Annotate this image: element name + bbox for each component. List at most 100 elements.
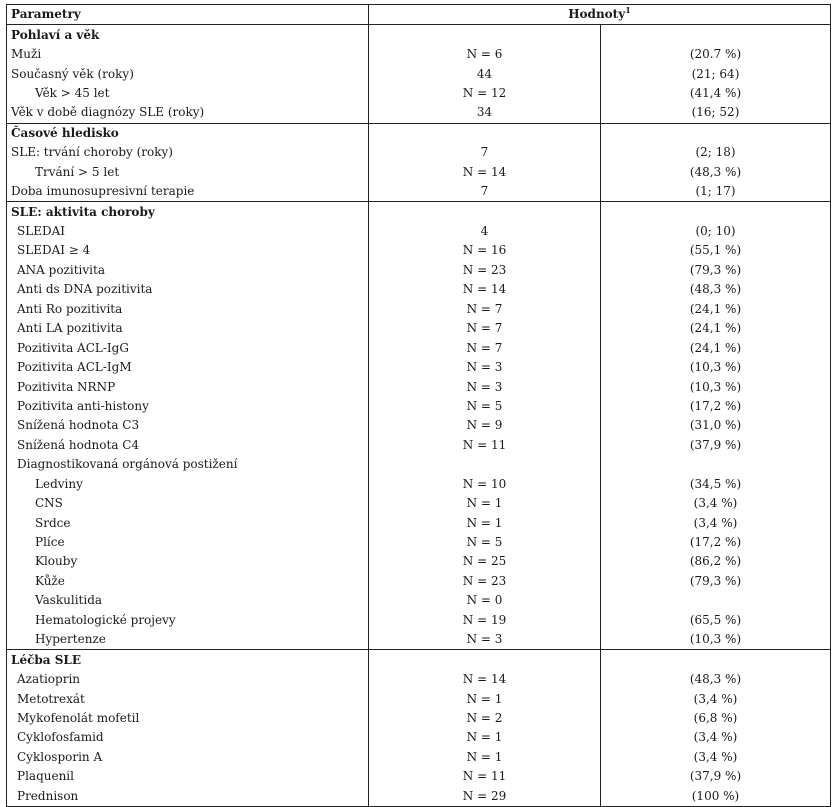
count-value: N = 29 [368, 786, 601, 807]
count-value: N = 9 [368, 416, 601, 436]
table-row: Mykofenolát mofetil N = 2 (6,8 %) [7, 708, 831, 729]
range-value: (3,4 %) [600, 493, 831, 514]
count-value: N = 12 [368, 83, 601, 104]
table-row: Pozitivita ACL-IgM N = 3 (10,3 %) [7, 357, 831, 378]
count-value [368, 122, 601, 144]
parameter-label: ANA pozitivita [17, 262, 105, 277]
count-value: N = 23 [368, 571, 601, 592]
count-value: N = 3 [368, 377, 601, 397]
parameter-label: Věk > 45 let [35, 85, 110, 100]
table-row: Vaskulitida N = 0 [7, 591, 831, 611]
range-value: (3,4 %) [600, 747, 831, 768]
count-value: N = 6 [368, 44, 601, 65]
table-row: Hypertenze N = 3 (10,3 %) [7, 630, 831, 650]
table-row: Kůže N = 23 (79,3 %) [7, 571, 831, 592]
count-value: N = 14 [368, 669, 601, 690]
range-value: (10,3 %) [600, 357, 831, 378]
parameter-label: CNS [35, 496, 63, 511]
range-value [600, 591, 831, 611]
range-value: (21; 64) [600, 64, 831, 84]
count-value: N = 11 [368, 435, 601, 456]
range-value: (0; 10) [600, 221, 831, 242]
range-value [600, 122, 831, 144]
parameter-label: Pozitivita ACL-IgG [17, 340, 129, 355]
table-row: Věk > 45 let N = 12 (41,4 %) [7, 83, 831, 104]
range-value: (3,4 %) [600, 513, 831, 533]
parameter-label: Cyklofosfamid [17, 730, 104, 745]
parameter-label: Plíce [35, 535, 65, 550]
results-table: Parametry Hodnoty1 Pohlaví a věk Muži N = … [6, 4, 831, 807]
count-value [368, 24, 601, 45]
section-row: SLE: aktivita choroby [6, 201, 831, 222]
count-value [368, 649, 601, 670]
table-row: Klouby N = 25 (86,2 %) [7, 552, 831, 572]
parameter-label: Anti ds DNA pozitivita [17, 282, 153, 297]
header-parametry: Parametry [6, 4, 369, 26]
range-value: (79,3 %) [600, 260, 831, 281]
parameter-label: Plaquenil [17, 769, 74, 784]
table-row: Ledviny N = 10 (34,5 %) [7, 474, 831, 494]
table-row: Azatioprin N = 14 (48,3 %) [7, 669, 831, 690]
count-value: N = 10 [368, 474, 601, 494]
table-row: Pozitivita NRNP N = 3 (10,3 %) [7, 377, 831, 397]
section-title: Pohlaví a věk [11, 27, 100, 42]
range-value: (3,4 %) [600, 689, 831, 709]
range-value: (24,1 %) [600, 319, 831, 339]
parameter-label: SLEDAI [17, 224, 65, 239]
range-value: (37,9 %) [600, 435, 831, 456]
count-value [368, 455, 601, 475]
range-value: (55,1 %) [600, 241, 831, 261]
table-row: Anti LA pozitivita N = 7 (24,1 %) [7, 319, 831, 339]
count-value: N = 1 [368, 747, 601, 768]
table-row: Srdce N = 1 (3,4 %) [7, 513, 831, 533]
table-row: Diagnostikovaná orgánová postižení [7, 455, 831, 475]
range-value: (24,1 %) [600, 338, 831, 358]
parameter-label: Kůže [35, 573, 65, 588]
table-header-row: Parametry Hodnoty1 [6, 4, 831, 26]
parameter-label: Pozitivita NRNP [17, 379, 116, 394]
section-row: Časové hledisko [6, 122, 831, 144]
range-value [600, 201, 831, 222]
range-value [600, 455, 831, 475]
range-value: (1; 17) [600, 181, 831, 202]
count-value: N = 16 [368, 241, 601, 261]
table-row: Pozitivita anti-histony N = 5 (17,2 %) [7, 396, 831, 417]
range-value: (37,9 %) [600, 767, 831, 787]
parameter-label: Snížená hodnota C3 [17, 418, 140, 433]
range-value: (48,3 %) [600, 162, 831, 182]
count-value: N = 25 [368, 552, 601, 572]
range-value: (41,4 %) [600, 83, 831, 104]
parameter-label: Pozitivita ACL-IgM [17, 360, 132, 375]
count-value: 7 [368, 143, 601, 163]
parameter-label: Současný věk (roky) [11, 66, 134, 81]
range-value: (2; 18) [600, 143, 831, 163]
parameter-label: Anti Ro pozitivita [17, 301, 123, 316]
count-value: N = 5 [368, 396, 601, 417]
count-value: N = 11 [368, 767, 601, 787]
parameter-label: Ledviny [35, 476, 83, 491]
parameter-label: Cyklosporin A [17, 749, 103, 764]
table-row: Pozitivita ACL-IgG N = 7 (24,1 %) [7, 338, 831, 358]
table-row: Věk v době diagnózy SLE (roky) 34 (16; 52) [7, 103, 831, 124]
table-body: Pohlaví a věk Muži N = 6 (20.7 %) Současný v… [6, 24, 831, 807]
count-value [368, 201, 601, 222]
table-row: ANA pozitivita N = 23 (79,3 %) [7, 260, 831, 281]
table-row: Prednison N = 29 (100 %) [7, 786, 831, 807]
count-value: 34 [368, 103, 601, 124]
range-value [600, 24, 831, 45]
range-value: (48,3 %) [600, 669, 831, 690]
parameter-label: Anti LA pozitivita [17, 321, 123, 336]
table-row: Současný věk (roky) 44 (21; 64) [7, 64, 831, 84]
count-value: N = 14 [368, 280, 601, 300]
range-value: (24,1 %) [600, 299, 831, 319]
count-value: N = 1 [368, 493, 601, 514]
range-value: (79,3 %) [600, 571, 831, 592]
table-row: CNS N = 1 (3,4 %) [7, 493, 831, 514]
parameter-label: Srdce [35, 515, 71, 530]
count-value: N = 14 [368, 162, 601, 182]
range-value [600, 649, 831, 670]
parameter-label: Snížená hodnota C4 [17, 437, 140, 452]
section-row: Pohlaví a věk [7, 24, 831, 45]
range-value: (86,2 %) [600, 552, 831, 572]
parameter-label: Věk v době diagnózy SLE (roky) [11, 105, 205, 120]
